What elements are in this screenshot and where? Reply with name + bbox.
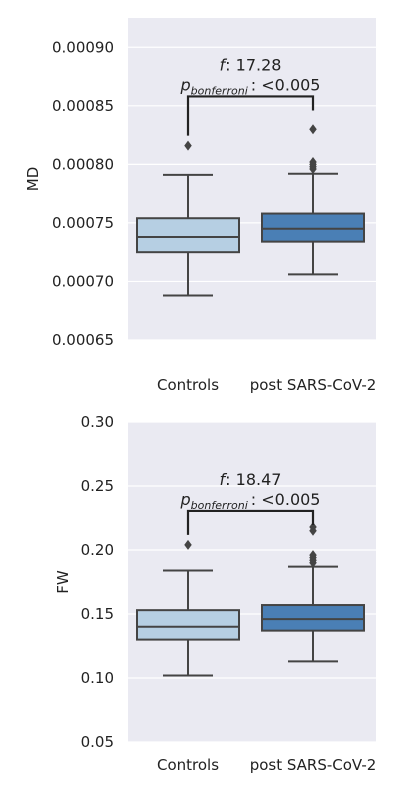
y-tick-label: 0.10	[81, 669, 114, 687]
box-post-sars-cov-2	[261, 521, 365, 663]
box-iqr	[261, 212, 365, 243]
significance-bracket	[186, 509, 315, 535]
f-statistic-label: f: 17.28	[220, 55, 282, 74]
y-tick-label: 0.00090	[52, 38, 114, 56]
box-controls	[136, 140, 240, 297]
box-iqr	[261, 604, 365, 632]
box-iqr	[136, 609, 240, 641]
p-value: : <0.005	[251, 75, 321, 94]
f-value: : 17.28	[225, 55, 281, 74]
panel-md: 0.00065 0.00070 0.00075 0.00080 0.00085 0.000…	[24, 18, 376, 394]
f-symbol: f	[220, 470, 228, 489]
outlier-point	[184, 539, 192, 550]
x-tick-label: post SARS-CoV-2	[250, 756, 377, 774]
y-tick-label: 0.20	[81, 541, 114, 559]
y-tick-label: 0.05	[81, 733, 114, 751]
p-value-label: pbonferroni: <0.005	[180, 490, 321, 512]
panel-fw: 0.05 0.10 0.15 0.20 0.25 0.30 FW Controls post S…	[54, 413, 376, 774]
outlier-point	[309, 124, 317, 135]
y-tick-label: 0.25	[81, 477, 114, 495]
p-subscript: bonferroni	[191, 499, 248, 512]
f-symbol: f	[220, 55, 228, 74]
y-axis-label: MD	[24, 167, 42, 192]
p-symbol: p	[180, 490, 191, 509]
y-tick-label: 0.00070	[52, 272, 114, 290]
p-subscript: bonferroni	[191, 84, 248, 97]
y-tick-label: 0.00075	[52, 214, 114, 232]
box-iqr	[136, 217, 240, 254]
p-symbol: p	[180, 75, 191, 94]
outlier-point	[309, 521, 317, 532]
f-statistic-label: f: 18.47	[220, 470, 282, 489]
x-tick-label: post SARS-CoV-2	[250, 376, 377, 394]
y-tick-label: 0.15	[81, 605, 114, 623]
plot-area	[128, 18, 376, 340]
significance-bracket	[186, 95, 315, 136]
box-controls	[136, 539, 240, 677]
plot-area	[128, 422, 376, 742]
outlier-point	[184, 140, 192, 151]
x-tick-label: Controls	[157, 376, 219, 394]
y-tick-label: 0.00065	[52, 331, 114, 349]
y-axis-label: FW	[54, 570, 72, 594]
x-tick-label: Controls	[157, 756, 219, 774]
y-tick-label: 0.00080	[52, 155, 114, 173]
box-post-sars-cov-2	[261, 124, 365, 276]
p-value-label: pbonferroni: <0.005	[180, 75, 321, 97]
f-value: : 18.47	[225, 470, 281, 489]
p-value: : <0.005	[251, 490, 321, 509]
y-tick-label: 0.00085	[52, 97, 114, 115]
outlier-point	[309, 157, 317, 168]
y-tick-label: 0.30	[81, 413, 114, 431]
outlier-point	[309, 550, 317, 561]
